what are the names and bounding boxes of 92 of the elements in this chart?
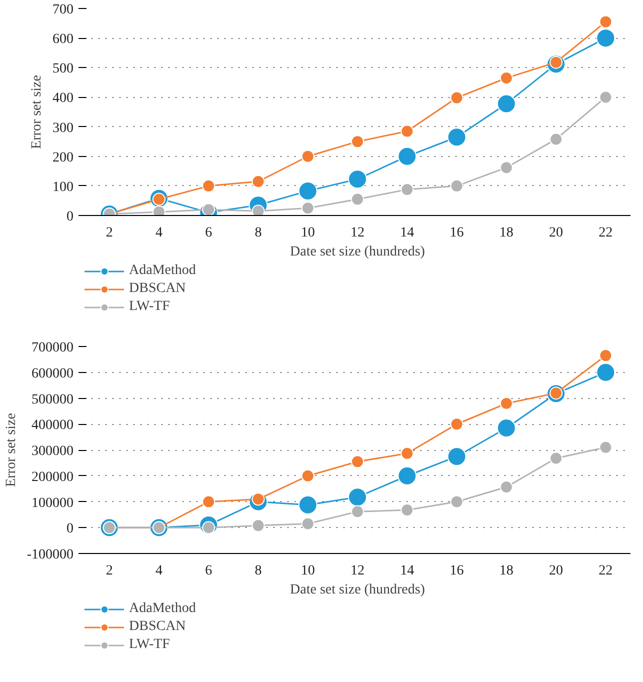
point (398, 466, 417, 486)
y-tick-label: 600000 (32, 366, 74, 382)
point (400, 446, 414, 460)
point (500, 161, 513, 174)
point (450, 91, 464, 104)
x-tick-label: 12 (350, 564, 364, 578)
point (400, 504, 414, 517)
y-tick-label: 100 (52, 180, 74, 195)
y-tick-label: 500 (52, 62, 74, 77)
x-tick-label: 14 (400, 564, 414, 578)
x-tick-label: 22 (598, 226, 613, 240)
point (596, 28, 616, 48)
point (496, 94, 516, 114)
point (252, 519, 265, 532)
x-tick-label: 16 (450, 226, 464, 240)
point (252, 175, 265, 188)
x-tick-label: 22 (598, 564, 613, 578)
x-tick-label: 4 (155, 564, 162, 578)
point (500, 396, 513, 410)
x-tick-label: 18 (499, 564, 514, 578)
point (348, 488, 367, 507)
legend-label: AdaMethod (129, 600, 196, 618)
point (500, 72, 513, 84)
x-tick-label: 2 (106, 564, 113, 578)
y-tick-label: 400000 (32, 418, 74, 434)
point (599, 349, 612, 362)
point (500, 480, 513, 494)
point (301, 150, 314, 163)
x-tick-label: 6 (205, 564, 212, 578)
point (301, 202, 314, 215)
point (351, 135, 364, 148)
point (596, 362, 616, 382)
y-tick-label: 700000 (32, 340, 74, 356)
x-tick-label: 10 (300, 226, 315, 240)
point (301, 469, 314, 482)
y-tick-label: 700 (52, 2, 74, 18)
y-tick-label: 100000 (32, 496, 74, 511)
point (301, 517, 314, 530)
y-tick-label: 200 (52, 150, 74, 166)
y-tick-label: -100000 (26, 548, 74, 562)
x-tick-label: 16 (450, 564, 464, 578)
x-tick-label: 6 (205, 226, 212, 240)
x-axis-title: Date set size (hundreds) (290, 244, 426, 260)
point (400, 182, 414, 196)
point (202, 495, 216, 508)
point (599, 90, 612, 104)
point (202, 203, 216, 216)
y-tick-label: 300 (52, 120, 74, 136)
legend-label: LW-TF (129, 636, 170, 654)
y-tick-label: 600 (52, 32, 74, 48)
legend-label: AdaMethod (129, 262, 196, 280)
x-tick-label: 10 (300, 564, 315, 578)
x-tick-label: 12 (350, 226, 364, 240)
legend-label: DBSCAN (129, 618, 186, 636)
point (351, 192, 364, 206)
point (447, 446, 466, 466)
x-tick-label: 2 (106, 226, 113, 240)
point (550, 132, 563, 146)
point (298, 181, 318, 200)
x-tick-label: 20 (549, 564, 564, 578)
point (447, 128, 466, 147)
point (400, 124, 414, 138)
x-tick-label: 4 (155, 226, 162, 240)
point (351, 505, 364, 518)
x-axis-title: Date set size (hundreds) (290, 582, 426, 598)
y-axis-title: Error set size (4, 413, 19, 487)
point (398, 146, 417, 166)
y-tick-label: 400 (52, 91, 74, 106)
point (348, 170, 367, 189)
y-tick-label: 500000 (32, 392, 74, 408)
point (202, 179, 216, 192)
x-tick-label: 18 (499, 226, 514, 240)
point (450, 179, 464, 192)
y-tick-label: 0 (66, 210, 74, 224)
point (550, 452, 563, 465)
point (599, 440, 612, 454)
x-tick-label: 8 (254, 564, 262, 578)
x-tick-label: 14 (400, 226, 414, 240)
point (450, 418, 464, 431)
legend-label: DBSCAN (129, 280, 186, 298)
y-tick-label: 0 (66, 522, 74, 537)
point (496, 418, 516, 438)
y-tick-label: 200000 (32, 470, 74, 485)
legend-label: LW-TF (129, 298, 170, 316)
x-tick-label: 20 (549, 226, 564, 240)
y-tick-label: 300000 (32, 444, 74, 459)
point (450, 495, 464, 508)
point (599, 15, 612, 28)
point (351, 455, 364, 468)
y-axis-title: Error set size (30, 75, 44, 149)
x-tick-label: 8 (254, 226, 262, 240)
point (298, 495, 318, 514)
